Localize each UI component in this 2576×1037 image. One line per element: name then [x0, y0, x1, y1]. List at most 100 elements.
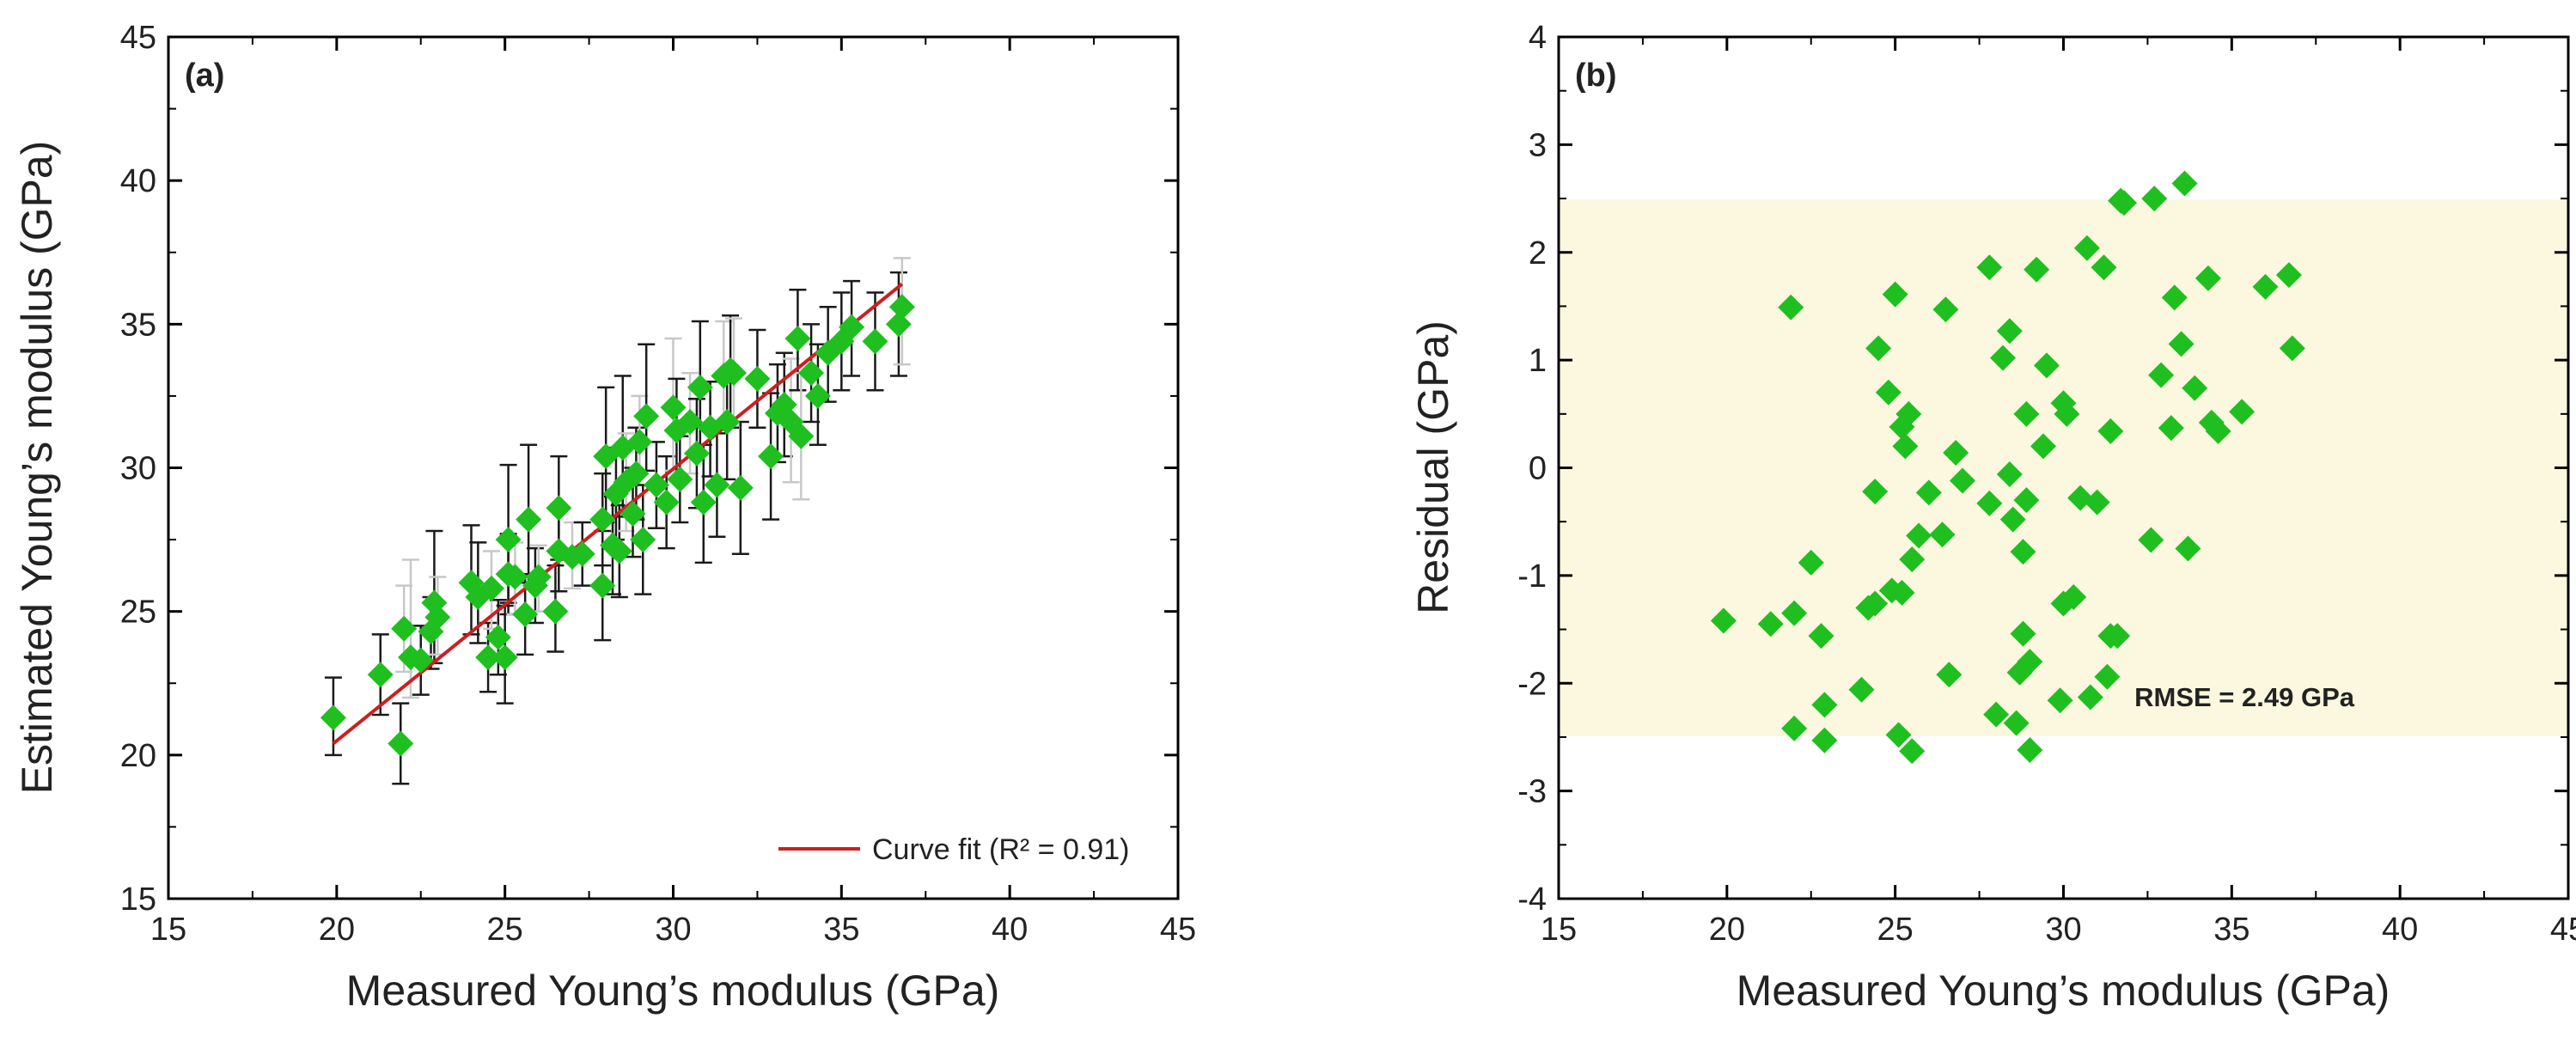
data-point [667, 466, 693, 492]
residual-point [2148, 362, 2175, 388]
data-point [320, 705, 346, 731]
data-point [495, 527, 522, 553]
panel-b-y-tick-label: -3 [1517, 774, 1547, 810]
residual-point [1950, 467, 1975, 494]
data-point [479, 575, 504, 601]
data-point [687, 374, 713, 400]
panel-a-x-tick-label: 45 [1160, 912, 1196, 948]
data-point [744, 365, 771, 392]
panel-b-x-tick-label: 25 [1877, 912, 1914, 948]
panel-a-x-tick-label: 20 [319, 912, 355, 948]
residual-point [1757, 611, 1784, 637]
panel-b-y-tick-label: 3 [1529, 127, 1547, 163]
residual-point [2060, 583, 2087, 610]
panel-a-ticks: 15 20 25 30 35 40 45 15 20 25 30 35 40 45 [120, 20, 1196, 948]
residual-point [2033, 352, 2060, 379]
data-point [424, 604, 451, 631]
data-point [839, 314, 865, 340]
panel-b-x-tick-label: 40 [2382, 912, 2418, 948]
residual-point [2077, 684, 2103, 711]
residual-point [1781, 715, 1808, 741]
residual-point [2141, 186, 2168, 212]
residual-point [2229, 399, 2256, 425]
residual-point [1781, 600, 1808, 626]
panel-a-y-tick-label: 25 [120, 595, 156, 631]
residual-point [1808, 623, 1834, 650]
panel-a-x-axis-title: Measured Young’s modulus (GPa) [346, 967, 1000, 1015]
residual-point [1862, 479, 1889, 505]
data-point [888, 294, 915, 320]
data-point [784, 326, 811, 352]
data-point [421, 589, 448, 616]
data-point [714, 409, 741, 436]
panel-b-y-tick-label: 1 [1529, 343, 1547, 379]
residual-point [1899, 546, 1926, 573]
data-point [788, 423, 815, 449]
residual-point [2024, 256, 2050, 283]
panel-b-x-tick-label: 30 [2045, 912, 2081, 948]
residual-point [1882, 281, 1908, 308]
residual-point [2104, 623, 2131, 650]
panel-b-ticks: 15 20 25 30 35 40 45 -4 -3 -2 -1 0 1 2 3 4 [1517, 20, 2576, 948]
panel-a-data-points [320, 294, 915, 757]
residual-point [1848, 676, 1875, 703]
data-point [620, 500, 646, 527]
residual-point [2182, 375, 2208, 401]
panel-a-x-tick-label: 35 [823, 912, 859, 948]
panel-b-x-tick-label: 45 [2550, 912, 2576, 948]
data-point [475, 644, 502, 671]
residual-point [1798, 549, 1824, 576]
panel-a-x-tick-label: 15 [150, 912, 186, 948]
residual-point [1976, 254, 2003, 281]
panel-a-y-tick-label: 20 [120, 738, 156, 774]
residual-point [1906, 522, 1932, 549]
data-point [626, 429, 653, 455]
panel-b-label: (b) [1575, 58, 1617, 94]
residual-point [1983, 701, 2010, 728]
residual-point [2168, 331, 2194, 357]
panel-a-x-tick-label: 30 [655, 912, 691, 948]
data-point [542, 598, 569, 625]
panel-b-y-tick-label: 4 [1529, 20, 1547, 56]
residual-point [2013, 487, 2040, 514]
residual-point [1811, 692, 1838, 718]
residual-point [1990, 345, 2016, 371]
rmse-band [1559, 199, 2568, 736]
panel-a-y-axis-title: Estimated Young’s modulus (GPa) [13, 141, 61, 795]
rmse-annotation: RMSE = 2.49 GPa [2134, 682, 2355, 712]
residual-point [2194, 265, 2221, 291]
residual-point [1778, 294, 1804, 320]
panel-b-x-tick-label: 20 [1709, 912, 1745, 948]
panel-a-y-tick-label: 40 [120, 163, 156, 199]
residual-point [2275, 262, 2302, 289]
data-point [630, 527, 656, 553]
residual-point [1865, 335, 1892, 362]
residual-point [1929, 522, 1956, 548]
residual-point [1996, 318, 2023, 345]
data-point [491, 644, 518, 671]
data-point [502, 564, 528, 590]
data-point [388, 730, 414, 757]
data-point [885, 311, 912, 338]
residual-point [2252, 273, 2279, 300]
residual-point [2279, 335, 2305, 362]
residual-point [2138, 527, 2164, 553]
residual-point [2010, 539, 2036, 565]
legend-curve-fit-label: Curve fit (R² = 0.91) [872, 833, 1129, 866]
data-point [758, 443, 784, 470]
data-point [516, 506, 542, 533]
data-point [683, 440, 710, 467]
data-point [798, 360, 825, 387]
residual-point [1915, 479, 1942, 506]
panel-a-label: (a) [185, 58, 224, 94]
residual-point [1892, 433, 1919, 460]
data-point [606, 538, 632, 564]
residual-point [1895, 400, 1922, 427]
panel-b-data-points [1710, 170, 2305, 765]
data-point [643, 472, 669, 498]
residual-point [2054, 400, 2080, 427]
residual-point [2017, 736, 2043, 763]
data-point [633, 403, 660, 430]
data-point [367, 662, 394, 688]
residual-point [1875, 379, 1901, 406]
